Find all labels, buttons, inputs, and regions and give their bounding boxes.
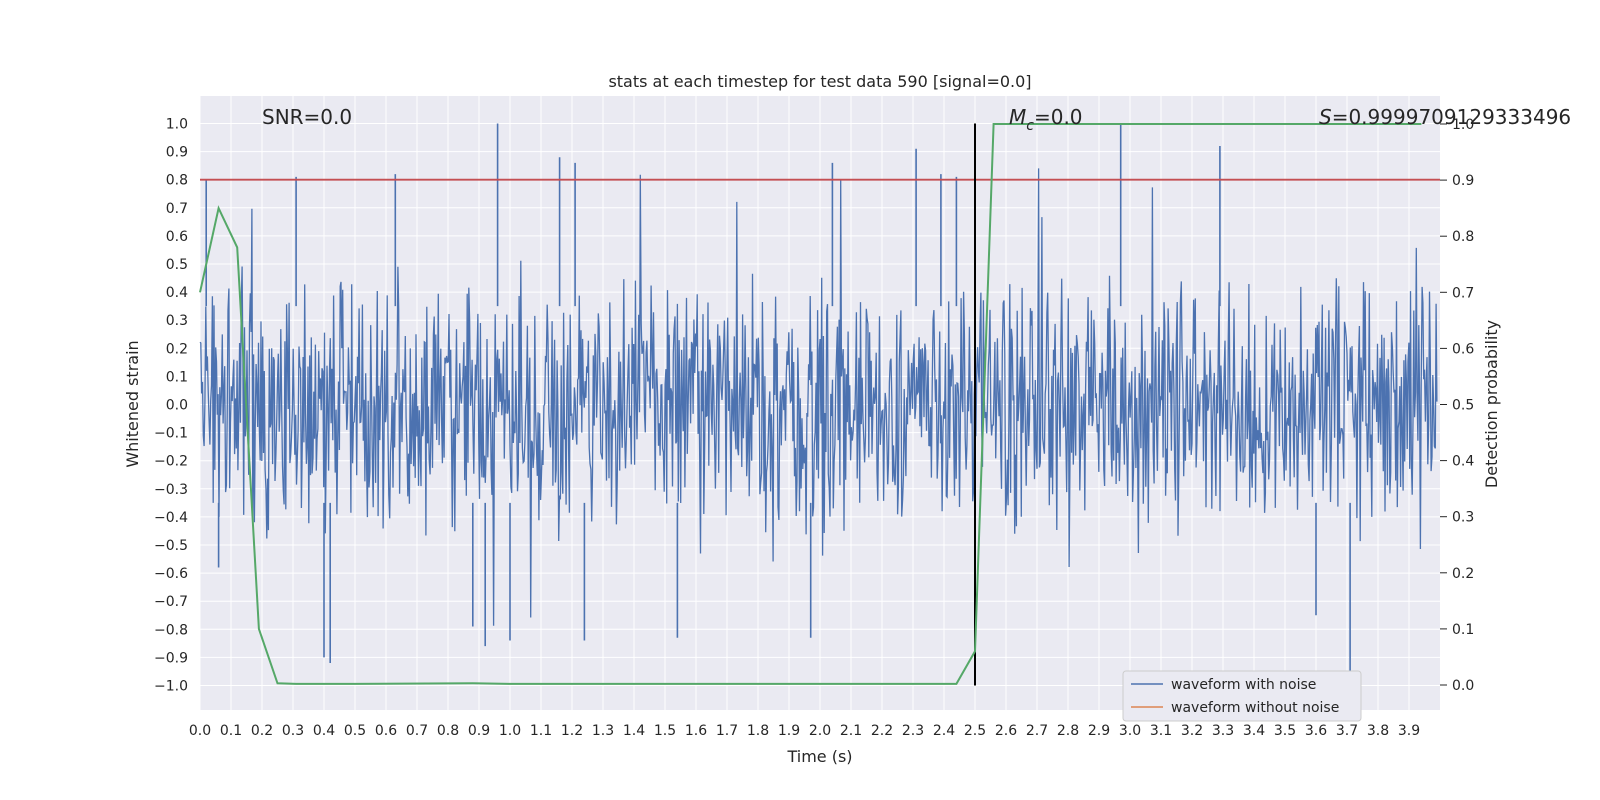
x-tick-label: 1.3 xyxy=(592,723,614,739)
y-right-tick-label: 1.0 xyxy=(1452,117,1474,133)
x-tick-label: 1.9 xyxy=(778,723,800,739)
x-tick-label: 0.1 xyxy=(220,723,242,739)
x-tick-label: 1.1 xyxy=(530,723,552,739)
y-left-tick-label: 0.2 xyxy=(166,341,188,357)
y-left-tick-label: −1.0 xyxy=(154,679,188,695)
s-annotation: S=0.9999709129333496 xyxy=(1319,105,1571,129)
y-right-tick-label: 0.8 xyxy=(1452,229,1474,245)
mc-value: =0.0 xyxy=(1034,105,1083,129)
snr-annotation: SNR=0.0 xyxy=(262,105,352,129)
x-tick-label: 2.4 xyxy=(933,723,955,739)
x-tick-label: 1.5 xyxy=(654,723,676,739)
x-tick-label: 3.8 xyxy=(1367,723,1389,739)
x-tick-label: 0.2 xyxy=(251,723,273,739)
y-left-tick-label: −0.8 xyxy=(154,622,188,638)
x-tick-label: 2.0 xyxy=(809,723,831,739)
x-tick-label: 2.6 xyxy=(995,723,1017,739)
y-right-tick-label: 0.3 xyxy=(1452,510,1474,526)
x-tick-label: 0.5 xyxy=(344,723,366,739)
x-tick-label: 3.3 xyxy=(1212,723,1234,739)
y-right-tick-label: 0.5 xyxy=(1452,398,1474,414)
x-tick-label: 1.2 xyxy=(561,723,583,739)
legend: waveform with noise waveform without noi… xyxy=(1122,670,1362,722)
y-left-tick-label: 1.0 xyxy=(166,117,188,133)
x-tick-label: 2.9 xyxy=(1088,723,1110,739)
mc-symbol: M xyxy=(1009,105,1026,129)
x-tick-label: 3.5 xyxy=(1274,723,1296,739)
x-tick-label: 1.6 xyxy=(685,723,707,739)
y-right-tick-label: 0.4 xyxy=(1452,454,1474,470)
y-right-tick-label: 0.1 xyxy=(1452,622,1474,638)
x-tick-label: 0.3 xyxy=(282,723,304,739)
y-left-tick-label: 0.3 xyxy=(166,313,188,329)
x-tick-label: 3.6 xyxy=(1305,723,1327,739)
y-left-tick-label: 0.4 xyxy=(166,285,188,301)
y-right-tick-label: 0.7 xyxy=(1452,285,1474,301)
s-symbol: S xyxy=(1319,105,1332,129)
x-tick-label: 3.2 xyxy=(1181,723,1203,739)
x-tick-label: 0.7 xyxy=(406,723,428,739)
legend-box xyxy=(1122,670,1362,722)
y-right-tick-label: 0.6 xyxy=(1452,341,1474,357)
noise-series xyxy=(199,123,1438,683)
x-tick-label: 2.7 xyxy=(1026,723,1048,739)
x-tick-label: 3.1 xyxy=(1150,723,1172,739)
detection-probability-line xyxy=(199,123,1422,685)
y-left-tick-label: 0.8 xyxy=(166,173,188,189)
x-tick-label: 0.0 xyxy=(189,723,211,739)
x-tick-label: 3.0 xyxy=(1119,723,1141,739)
y-right-tick-label: 0.0 xyxy=(1452,678,1474,694)
s-value: =0.9999709129333496 xyxy=(1332,105,1571,129)
y-right-tick-label: 0.9 xyxy=(1452,173,1474,189)
x-tick-label: 2.8 xyxy=(1057,723,1079,739)
legend-label-clean: waveform without noise xyxy=(1171,700,1339,716)
y-left-tick-label: 0.6 xyxy=(166,229,188,245)
y-left-tick-label: 0.1 xyxy=(166,369,188,385)
y-left-tick-label: 0.0 xyxy=(166,398,188,414)
x-tick-label: 3.4 xyxy=(1243,723,1265,739)
y-left-tick-label: −0.2 xyxy=(154,454,188,470)
y-left-tick-label: 0.9 xyxy=(166,145,188,161)
x-tick-label: 1.7 xyxy=(716,723,738,739)
y-left-tick-label: −0.5 xyxy=(154,538,188,554)
y-left-tick-label: 0.7 xyxy=(166,201,188,217)
x-axis-title: Time (s) xyxy=(786,747,852,766)
x-tick-label: 3.7 xyxy=(1336,723,1358,739)
x-tick-label: 3.9 xyxy=(1398,723,1420,739)
y-left-tick-label: −0.4 xyxy=(154,510,188,526)
y-axis-left-title: Whitened strain xyxy=(123,340,142,467)
axes: 0.0 0.1 0.2 0.3 0.4 0.5 0.6 0.7 0.8 0.9 1.0 1.1 1.2 1… xyxy=(154,117,1474,740)
y-left-tick-label: −0.6 xyxy=(154,566,188,582)
legend-label-noise: waveform with noise xyxy=(1171,677,1316,693)
x-tick-label: 1.0 xyxy=(499,723,521,739)
y-axis-right-title: Detection probability xyxy=(1482,320,1501,488)
x-tick-label: 0.4 xyxy=(313,723,335,739)
x-tick-label: 0.9 xyxy=(468,723,490,739)
chart-title: stats at each timestep for test data 590… xyxy=(608,72,1031,91)
y-right-tick-label: 0.2 xyxy=(1452,566,1474,582)
x-tick-label: 2.1 xyxy=(840,723,862,739)
x-tick-label: 2.5 xyxy=(964,723,986,739)
x-tick-label: 0.8 xyxy=(437,723,459,739)
x-tick-label: 2.3 xyxy=(902,723,924,739)
y-left-tick-label: −0.9 xyxy=(154,650,188,666)
x-tick-label: 0.6 xyxy=(375,723,397,739)
mc-annotation: Mc=0.0 xyxy=(1009,105,1083,134)
x-tick-label: 2.2 xyxy=(871,723,893,739)
y-left-tick-label: 0.5 xyxy=(166,257,188,273)
x-tick-label: 1.8 xyxy=(747,723,769,739)
mc-subscript: c xyxy=(1026,118,1034,134)
noise-waveform xyxy=(199,168,1438,626)
y-left-tick-label: −0.3 xyxy=(154,482,188,498)
x-tick-label: 1.4 xyxy=(623,723,645,739)
overlays xyxy=(199,123,1440,686)
y-left-tick-label: −0.7 xyxy=(154,594,188,610)
y-left-tick-label: −0.1 xyxy=(154,426,188,442)
